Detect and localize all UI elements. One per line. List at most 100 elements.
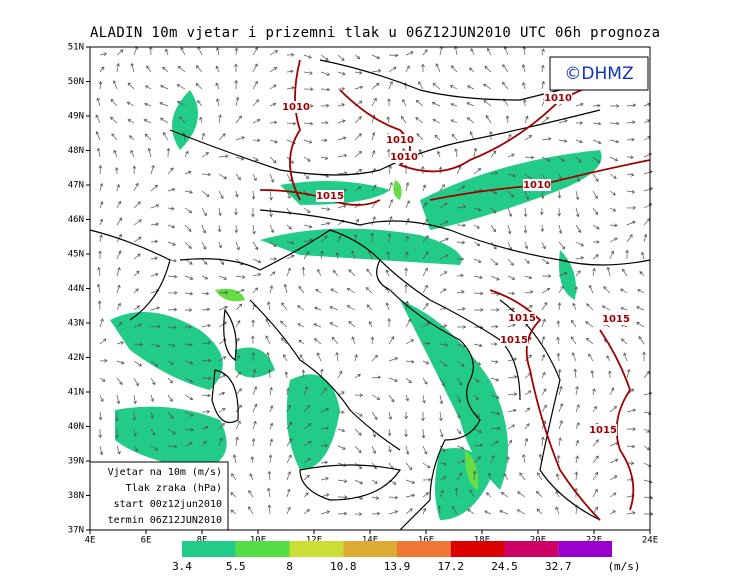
wind-arrow xyxy=(523,224,528,234)
wind-arrow xyxy=(405,200,410,209)
wind-arrow xyxy=(150,222,160,227)
wind-arrow xyxy=(626,103,637,108)
wind-arrow xyxy=(467,508,475,515)
wind-arrow xyxy=(575,207,580,218)
wind-arrow xyxy=(201,393,211,398)
wind-arrow xyxy=(486,47,492,56)
wind-arrow xyxy=(422,235,429,243)
wind-arrow xyxy=(370,336,375,345)
wind-area xyxy=(393,180,402,200)
wind-arrow xyxy=(422,377,428,385)
wind-arrow xyxy=(251,190,256,200)
wind-arrow xyxy=(252,156,259,162)
wind-arrow xyxy=(303,386,308,396)
wind-arrow xyxy=(626,190,636,194)
wind-arrow xyxy=(609,223,618,228)
wind-arrow xyxy=(270,257,278,261)
wind-arrow xyxy=(575,241,584,247)
wind-arrow xyxy=(320,443,329,448)
wind-arrow xyxy=(557,207,562,217)
wind-arrow xyxy=(269,405,274,413)
wind-arrow xyxy=(586,337,594,345)
lat-label: 37N xyxy=(68,526,84,536)
wind-arrow xyxy=(159,102,169,107)
wind-arrow xyxy=(609,475,618,481)
colorbar-label: 13.9 xyxy=(384,560,411,573)
colorbar-label: 5.5 xyxy=(226,560,246,573)
wind-arrow xyxy=(388,336,395,345)
wind-arrow xyxy=(281,302,288,311)
wind-arrow xyxy=(315,288,322,294)
wind-arrow xyxy=(503,473,509,481)
wind-arrow xyxy=(234,47,239,56)
colorbar-label: 24.5 xyxy=(491,560,518,573)
lat-label: 38N xyxy=(68,491,84,501)
wind-arrow xyxy=(280,337,288,345)
wind-arrow xyxy=(388,445,392,453)
wind-arrow xyxy=(252,99,260,107)
wind-arrow xyxy=(252,420,257,430)
wind-arrow xyxy=(235,371,241,379)
wind-arrow xyxy=(235,288,245,294)
colorbar-segment xyxy=(343,541,397,557)
wind-area xyxy=(235,347,275,378)
wind-arrow xyxy=(606,266,611,277)
lat-label: 43N xyxy=(68,319,84,329)
wind-arrow xyxy=(387,318,392,328)
wind-arrow xyxy=(99,445,104,456)
lon-label: 14E xyxy=(362,536,378,546)
wind-arrow xyxy=(286,69,294,74)
wind-arrow xyxy=(320,103,330,108)
wind-arrow xyxy=(456,445,465,450)
wind-arrow xyxy=(235,303,243,311)
wind-arrow xyxy=(405,235,409,243)
wind-arrow xyxy=(484,65,492,73)
wind-arrow xyxy=(592,488,598,498)
wind-arrow xyxy=(574,286,579,294)
wind-arrow xyxy=(387,233,392,243)
wind-arrow xyxy=(473,168,482,175)
wind-arrow xyxy=(116,360,125,365)
wind-arrow xyxy=(180,47,186,56)
wind-arrow xyxy=(592,139,602,145)
wind-arrow xyxy=(235,96,240,107)
wind-arrow xyxy=(371,82,380,90)
wind-arrow xyxy=(643,495,654,500)
wind-arrow xyxy=(269,50,279,56)
wind-arrow xyxy=(234,224,239,234)
wind-arrow xyxy=(303,404,311,413)
wind-arrow xyxy=(251,319,256,328)
wind-arrow xyxy=(231,473,237,481)
wind-arrow xyxy=(354,373,361,379)
wind-arrow xyxy=(354,445,362,454)
watermark: ©DHMZ xyxy=(564,64,633,84)
wind-arrow xyxy=(609,190,616,196)
wind-arrow xyxy=(218,241,223,249)
wind-arrow xyxy=(251,438,256,447)
wind-arrow xyxy=(99,201,104,209)
wind-arrow xyxy=(303,250,310,260)
wind-arrow xyxy=(574,471,579,481)
wind-arrow xyxy=(405,508,413,515)
wind-arrow xyxy=(623,352,628,362)
wind-arrow xyxy=(184,150,189,158)
wind-arrow xyxy=(354,85,364,90)
wind-arrow xyxy=(490,275,500,281)
wind-arrow xyxy=(144,133,152,141)
wind-arrow xyxy=(490,171,499,175)
wind-arrow xyxy=(371,479,378,484)
wind-arrow xyxy=(473,308,484,312)
wind-arrow xyxy=(435,63,441,73)
wind-arrow xyxy=(97,300,102,311)
wind-arrow xyxy=(592,103,601,108)
island xyxy=(299,464,401,501)
wind-arrow xyxy=(167,360,174,365)
wind-area xyxy=(215,288,245,302)
wind-arrow xyxy=(284,371,289,379)
wind-arrow xyxy=(235,190,239,198)
wind-arrow xyxy=(490,426,501,431)
wind-arrow xyxy=(507,190,514,198)
wind-arrow xyxy=(558,224,563,234)
wind-arrow xyxy=(541,80,545,90)
wind-arrow xyxy=(468,67,475,73)
